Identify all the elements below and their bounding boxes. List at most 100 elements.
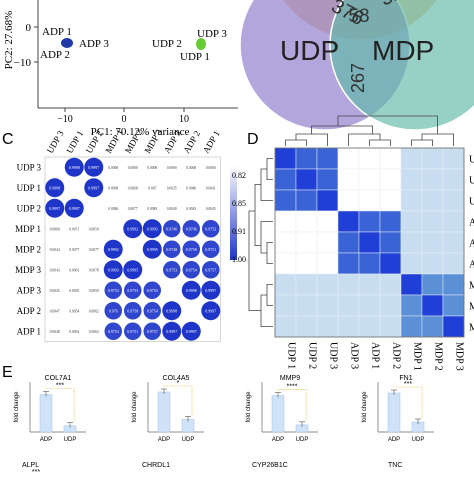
pca-y-tick-label-0: 0 [26,22,32,34]
corr-value: 0.9746 [186,226,197,231]
corr-value: 0.9995 [127,267,138,272]
corr-value: 0.0046 [108,207,118,211]
corr-value: 0.0061 [69,268,79,272]
pca-y-axis-label: PC2: 27.68% [3,11,15,70]
heatmap-cell [442,147,465,170]
pca-label-adp3: ADP 3 [79,38,109,50]
heatmap-cell [400,273,423,296]
significance-mark: **** [287,384,298,391]
heatmap-row-label: ADP 1 [469,239,474,250]
heatmap-cell [316,189,339,212]
corr-value: 0.007 [148,186,156,190]
heatmap-cell [421,168,444,191]
dendrogram-branch [411,139,433,146]
heatmap-cell [358,210,381,233]
significance-bracket [394,386,423,418]
corr-circle [45,198,65,218]
heatmap-cell [274,273,297,296]
heatmap-cell [316,294,339,317]
significance-bracket [278,389,307,421]
dendrogram-branch [260,221,273,254]
pca-x-tick-label-0: −10 [57,114,73,125]
corr-value: 0.9998 [186,288,197,293]
heatmap-cell [337,315,360,338]
heatmap-cell [274,252,297,275]
heatmap-cell [337,252,360,275]
bottom-chart-title: CHRDL1 [142,462,170,469]
corr-col-label: UDP 1 [64,129,85,155]
corr-value: 0.0000 [147,166,157,170]
panel-label-c: C [2,131,14,148]
corr-value: 0.9997 [49,206,60,211]
venn-panel: 376 58 327 267 UDP MDP [239,0,474,131]
corr-value: 0.9998 [69,165,80,170]
heatmap-col-label: MDP 2 [433,342,444,371]
heatmap-frame [274,147,465,338]
corr-row-label: ADP 3 [17,285,42,295]
heatmap-cell [379,294,402,317]
corr-value: 0.0050 [89,289,99,293]
heatmap-col-label: ADP 1 [370,342,381,369]
heatmap-cell [274,189,297,212]
venn-count-center-top: 58 [348,6,369,27]
corr-value: 0.0050 [89,227,99,231]
corr-value: 0.0062 [89,309,99,313]
heatmap-cell [442,273,465,296]
heatmap-cell [358,189,381,212]
bar-chart-y-label: fold change [132,391,138,423]
pca-label-udp1: UDP 1 [180,51,210,63]
dendrogram-branch [337,115,438,134]
heatmap-cell [295,210,318,233]
heatmap-cell [421,189,444,212]
heatmap-cell [400,294,423,317]
corr-value: 0.0078 [89,268,99,272]
bar-category-label: ADP [40,437,52,443]
corr-circle [123,260,143,280]
corr-circle [182,261,200,279]
pca-label-adp1: ADP 1 [42,26,72,38]
corr-circle [142,239,162,259]
significance-mark: * [177,380,180,387]
corr-value: 0.0043 [50,268,60,272]
corr-value: 0.0068 [128,186,138,190]
corr-value: 0.9746 [166,226,177,231]
corr-value: 0.9751 [205,247,216,252]
corr-value: 0.9753 [205,226,216,231]
colorbar-tick-label: 0.85 [232,199,246,208]
heatmap-cell [421,294,444,317]
corr-value: 0.0068 [50,227,60,231]
corr-value: 0.9753 [147,288,158,293]
corr-circle [163,261,181,279]
corr-value: 0.0083 [147,207,157,211]
corr-value: 0.9997 [166,329,177,334]
corr-circle [202,240,220,258]
colorbar-tick-label: 1.00 [232,255,246,264]
corr-circle [124,322,142,340]
corr-circle [64,198,84,218]
heatmap-cell [316,315,339,338]
corr-value: 0.0000 [206,166,216,170]
corr-value: 0.9997 [88,185,99,190]
pca-point-udp [196,38,206,50]
heatmap-cell [274,168,297,191]
significance-bracket [164,385,193,416]
corr-circle [162,321,182,341]
corr-circle [181,280,201,300]
corr-col-label: UDP 2 [84,129,105,155]
heatmap-dendrogram [248,115,454,327]
heatmap-cell [337,189,360,212]
dendrogram-branch [285,139,307,146]
heatmap-cell [295,252,318,275]
heatmap-cell [421,273,444,296]
corr-value: 0.0054 [69,330,79,334]
significance-mark: *** [56,383,64,390]
corr-circle [84,178,104,198]
corr-value: 0.9992 [108,247,119,252]
pca-label-udp3: UDP 3 [197,28,227,40]
heatmap-cell [442,168,465,191]
corr-circle [202,220,220,238]
pca-x-axis-label: PC1: 70.12% variance [91,126,190,138]
heatmap-cell [358,252,381,275]
